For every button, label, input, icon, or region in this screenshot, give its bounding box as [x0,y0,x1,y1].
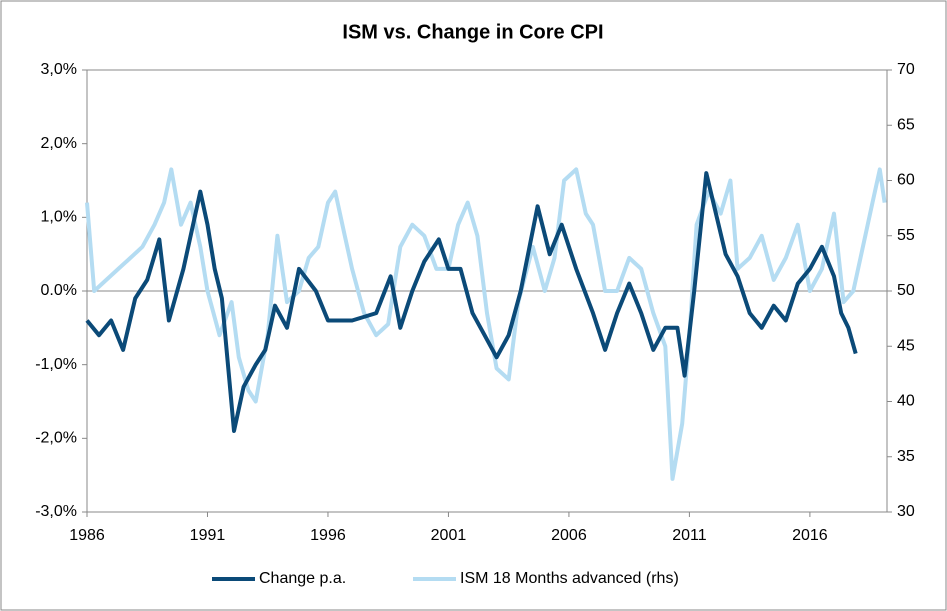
x-tick-label: 1991 [190,527,226,544]
y2-tick-label: 60 [897,172,915,189]
y-tick-label: -3,0% [35,503,77,520]
y-tick-label: 2,0% [41,135,77,152]
legend-label: Change p.a. [259,570,346,587]
y2-tick-label: 35 [897,448,915,465]
chart-title: ISM vs. Change in Core CPI [342,21,603,43]
y2-tick-label: 30 [897,503,915,520]
y2-tick-label: 65 [897,116,915,133]
y-tick-label: 0.0% [41,282,77,299]
legend-label: ISM 18 Months advanced (rhs) [460,570,679,587]
x-tick-label: 2011 [672,527,707,544]
y2-tick-label: 40 [897,393,915,410]
x-tick-label: 2016 [792,527,828,544]
y-tick-label: -1,0% [35,356,77,373]
x-tick-label: 1986 [69,527,105,544]
y2-tick-label: 50 [897,282,915,299]
series-line [85,171,858,433]
series-line [85,167,887,481]
x-tick-label: 2006 [551,527,587,544]
y2-tick-label: 45 [897,337,915,354]
y2-tick-label: 70 [897,61,915,78]
x-tick-label: 1996 [310,527,346,544]
y-tick-label: 1,0% [41,209,77,226]
x-tick-label: 2001 [431,527,467,544]
y-tick-label: 3,0% [41,61,77,78]
y-tick-label: -2,0% [35,430,77,447]
y2-tick-label: 55 [897,227,915,244]
